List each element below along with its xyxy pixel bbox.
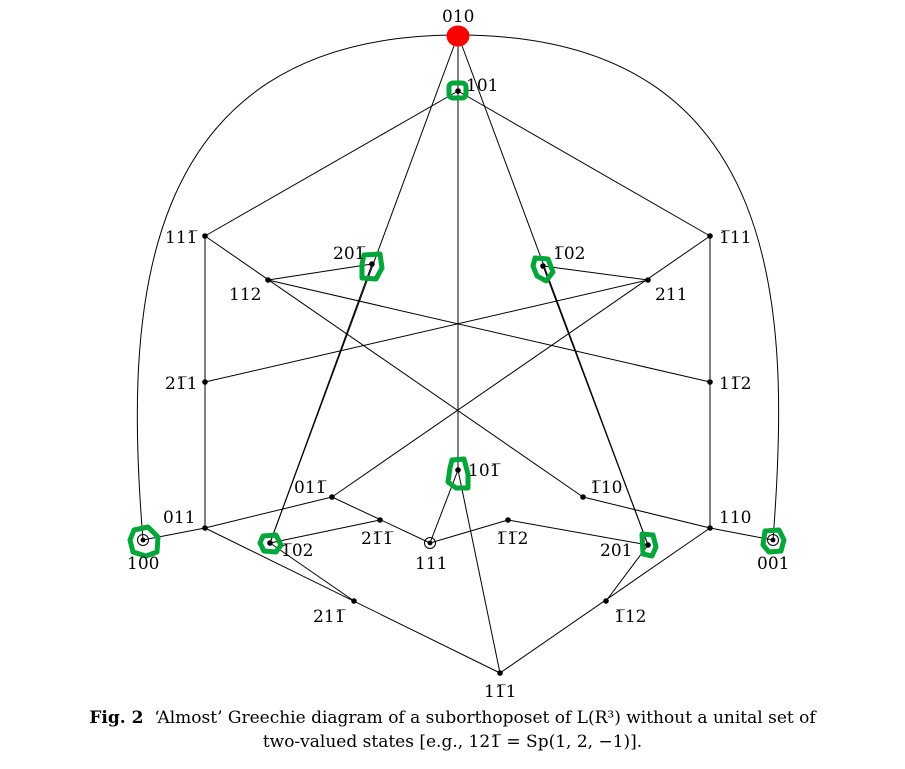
label--1-12: 1̅1̅2 bbox=[496, 529, 528, 549]
label-101: 101 bbox=[466, 76, 498, 96]
node--111 bbox=[707, 233, 713, 239]
edge bbox=[269, 519, 381, 544]
node-2-11 bbox=[202, 379, 208, 385]
green-mark-001 bbox=[760, 527, 787, 555]
label--112: 1̅12 bbox=[614, 607, 646, 627]
label-001: 001 bbox=[757, 554, 789, 574]
node-211 bbox=[645, 277, 651, 283]
edge bbox=[269, 263, 373, 544]
arc-right bbox=[457, 34, 780, 541]
edge bbox=[582, 496, 711, 529]
node-1-12 bbox=[707, 379, 713, 385]
node-111 bbox=[427, 540, 433, 546]
green-mark-101 bbox=[446, 80, 469, 101]
node-20-1 bbox=[369, 261, 375, 267]
edge bbox=[204, 90, 459, 237]
red-mark-010 bbox=[446, 25, 470, 47]
label-1-11: 11̅1 bbox=[484, 682, 516, 702]
greechie-diagram: 010 101 111̅ 1̅11 201̅ 1̅02 112 211 21̅1… bbox=[127, 7, 789, 702]
label-21-1: 211̅ bbox=[313, 607, 345, 627]
edge bbox=[331, 235, 711, 498]
label-112: 112 bbox=[229, 285, 261, 305]
edge bbox=[542, 265, 649, 546]
green-mark-201 bbox=[639, 531, 659, 559]
node-2-1-1 bbox=[377, 517, 383, 523]
node-10-1 bbox=[455, 467, 461, 473]
node--112 bbox=[603, 598, 609, 604]
node-001 bbox=[770, 537, 776, 543]
label-011: 011 bbox=[163, 508, 195, 528]
green-mark-10-1 bbox=[445, 456, 471, 491]
node-100-ring bbox=[137, 534, 149, 546]
node-labels: 010 101 111̅ 1̅11 201̅ 1̅02 112 211 21̅1… bbox=[127, 7, 789, 702]
node-101 bbox=[455, 88, 461, 94]
node--110 bbox=[580, 494, 586, 500]
highlight-marks bbox=[127, 25, 787, 559]
label--111: 1̅11 bbox=[719, 228, 751, 248]
node-011 bbox=[202, 525, 208, 531]
nodes bbox=[137, 88, 779, 676]
edge bbox=[429, 469, 459, 544]
green-mark--102b bbox=[257, 532, 284, 555]
edge bbox=[267, 263, 373, 281]
green-mark--102 bbox=[530, 255, 556, 284]
node-201 bbox=[645, 542, 651, 548]
node-112 bbox=[265, 277, 271, 283]
node-110 bbox=[707, 525, 713, 531]
edge bbox=[507, 519, 649, 546]
node-100 bbox=[140, 537, 146, 543]
edge bbox=[142, 527, 206, 541]
green-mark-100 bbox=[127, 524, 161, 559]
node-11-1 bbox=[202, 233, 208, 239]
label-110: 110 bbox=[719, 508, 751, 528]
edge bbox=[267, 279, 711, 383]
node-21-1 bbox=[351, 598, 357, 604]
edge bbox=[204, 279, 649, 383]
node-111-ring bbox=[424, 537, 436, 549]
label-201: 201 bbox=[600, 541, 632, 561]
edge bbox=[269, 542, 355, 602]
label-2-11: 21̅1 bbox=[165, 374, 197, 394]
node--1-12 bbox=[505, 517, 511, 523]
node-01-1 bbox=[329, 494, 335, 500]
label-10-1: 101̅ bbox=[468, 461, 500, 481]
label-111: 111 bbox=[415, 554, 447, 574]
arc-left bbox=[136, 34, 459, 541]
node-1-11 bbox=[497, 670, 503, 676]
figure-number: Fig. 2 bbox=[89, 708, 144, 728]
caption-text-2: two-valued states [e.g., 121̅ = Sp(1, 2,… bbox=[262, 732, 643, 752]
label-11-1: 111̅ bbox=[165, 228, 197, 248]
label-20-1: 201̅ bbox=[333, 244, 365, 264]
label-1-12: 11̅2 bbox=[719, 374, 751, 394]
green-mark-20-1 bbox=[359, 251, 385, 282]
edge bbox=[204, 235, 584, 498]
label--102b: 1̅02 bbox=[281, 541, 313, 561]
label-211: 211 bbox=[655, 285, 687, 305]
edge bbox=[542, 265, 649, 281]
figure-caption: Fig. 2 ‘Almost’ Greechie diagram of a su… bbox=[30, 706, 875, 754]
caption-text: ‘Almost’ Greechie diagram of a suborthop… bbox=[154, 708, 816, 728]
label-010: 010 bbox=[442, 7, 474, 27]
node--102b bbox=[267, 540, 273, 546]
label--102: 1̅02 bbox=[553, 244, 585, 264]
edge bbox=[457, 469, 501, 674]
edge bbox=[457, 90, 711, 237]
label--110: 1̅10 bbox=[590, 478, 622, 498]
node--102 bbox=[540, 263, 546, 269]
edge bbox=[429, 519, 509, 544]
edge bbox=[204, 496, 333, 529]
label-100: 100 bbox=[127, 554, 159, 574]
label-01-1: 011̅ bbox=[294, 478, 326, 498]
label-2-1-1: 21̅1̅ bbox=[361, 529, 393, 549]
node-001-ring bbox=[767, 534, 779, 546]
